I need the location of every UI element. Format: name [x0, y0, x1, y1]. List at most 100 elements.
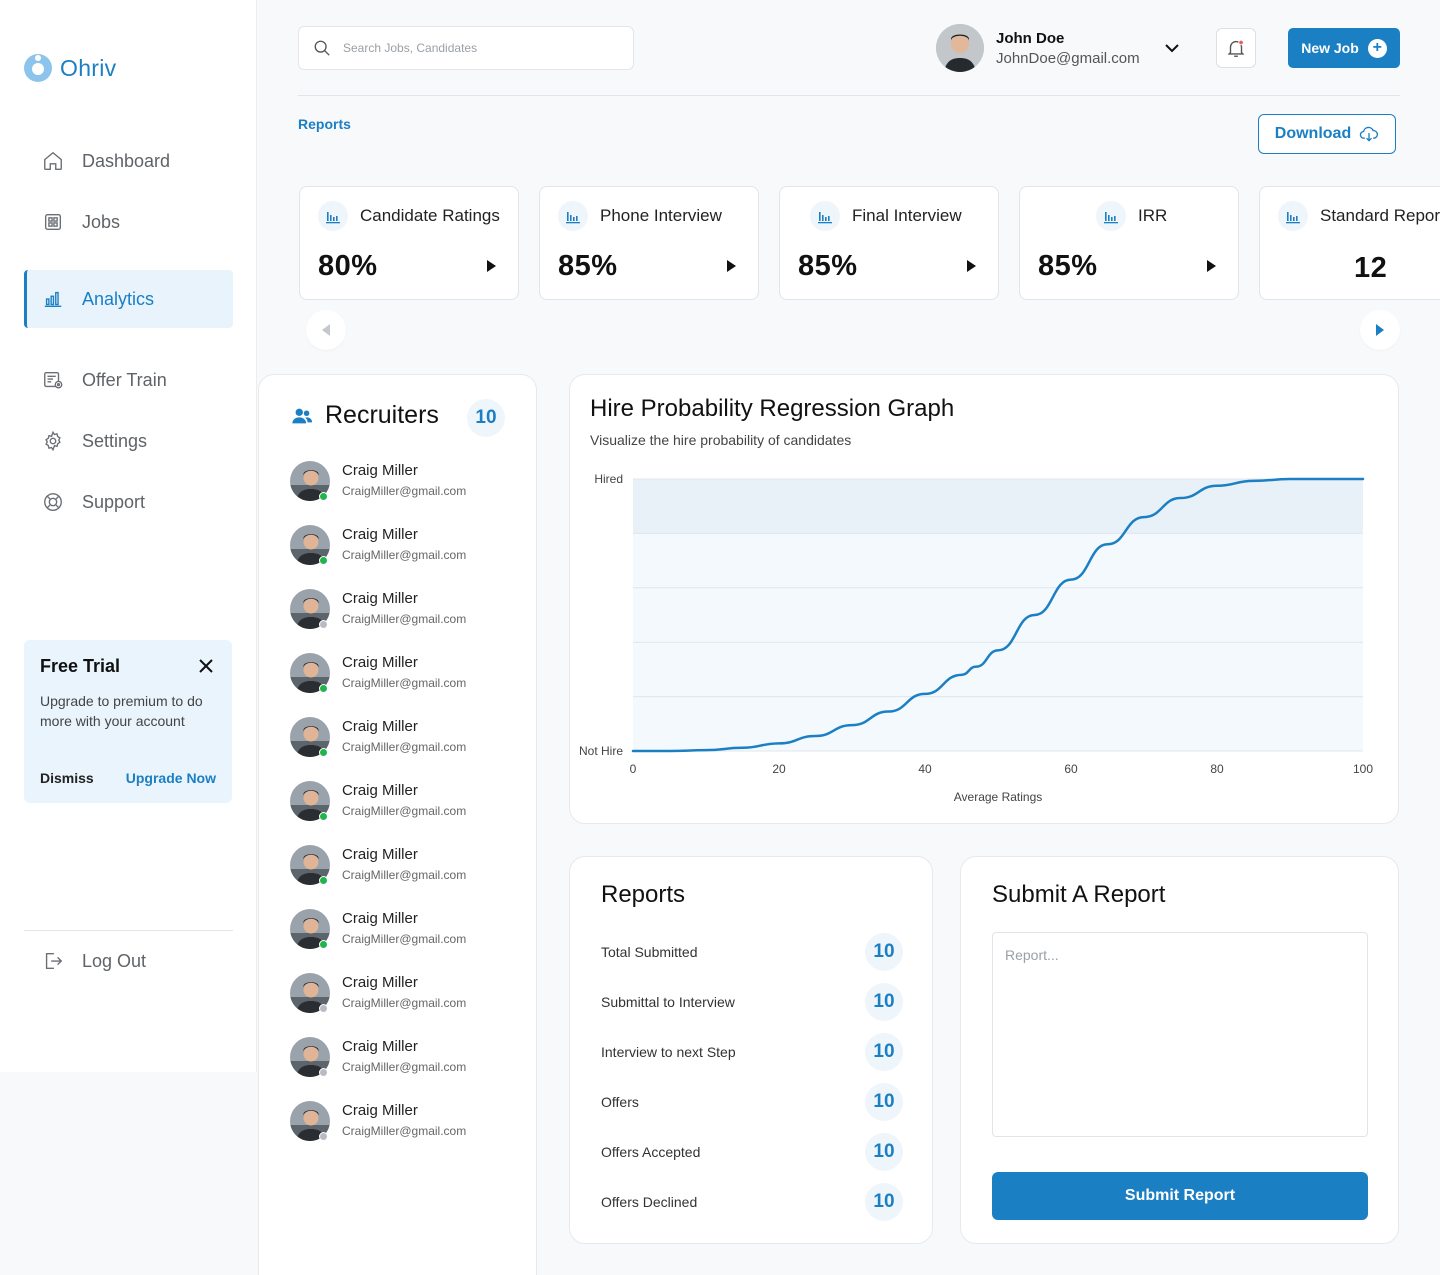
report-row: Offers 10: [601, 1082, 903, 1122]
recruiter-list-item[interactable]: Craig Miller CraigMiller@gmail.com: [290, 1101, 466, 1165]
presence-dot: [319, 620, 328, 629]
avatar: [290, 973, 330, 1013]
sidebar-item-jobs[interactable]: Jobs: [24, 193, 233, 251]
sidebar-item-dashboard[interactable]: Dashboard: [24, 132, 233, 190]
submit-report-panel: Submit A Report Submit Report: [960, 856, 1399, 1244]
stat-card[interactable]: Final Interview 85%: [779, 186, 999, 300]
presence-dot: [319, 684, 328, 693]
avatar: [290, 525, 330, 565]
submit-report-button[interactable]: Submit Report: [992, 1172, 1368, 1220]
stat-card[interactable]: Standard Report 12: [1259, 186, 1440, 300]
recruiter-email: CraigMiller@gmail.com: [342, 740, 467, 754]
upgrade-now-button[interactable]: Upgrade Now: [125, 770, 216, 786]
presence-dot: [319, 940, 328, 949]
stat-card[interactable]: Phone Interview 85%: [539, 186, 759, 300]
chevron-down-icon[interactable]: [1163, 39, 1181, 57]
close-icon[interactable]: [196, 656, 216, 676]
search-bar[interactable]: [298, 26, 634, 70]
play-arrow-icon[interactable]: [1207, 260, 1216, 272]
grid-icon: [44, 213, 62, 231]
report-row: Submittal to Interview 10: [601, 982, 903, 1022]
presence-dot: [319, 748, 328, 757]
x-tick-label: 20: [772, 762, 786, 776]
x-tick-label: 100: [1353, 762, 1373, 776]
stat-label: Final Interview: [852, 206, 962, 225]
recruiter-email: CraigMiller@gmail.com: [342, 612, 467, 626]
recruiter-email: CraigMiller@gmail.com: [342, 996, 467, 1010]
header-divider: [298, 95, 1400, 96]
avatar: [290, 653, 330, 693]
carousel-prev-button[interactable]: [306, 310, 346, 350]
report-chart-icon: [1278, 201, 1308, 231]
stat-card[interactable]: IRR 85%: [1019, 186, 1239, 300]
report-chart-icon: [1096, 201, 1126, 231]
sidebar: Ohriv Dashboard Jobs Analytics Offer Tra…: [0, 0, 257, 1072]
download-button[interactable]: Download: [1258, 114, 1396, 154]
report-count-badge: 10: [865, 933, 903, 971]
logo-mark-icon: [24, 54, 52, 82]
lifebuoy-icon: [44, 493, 62, 511]
recruiter-email: CraigMiller@gmail.com: [342, 932, 467, 946]
play-arrow-icon[interactable]: [487, 260, 496, 272]
stat-value: 85%: [558, 250, 618, 282]
sidebar-item-analytics[interactable]: Analytics: [24, 270, 233, 328]
report-count-badge: 10: [865, 1183, 903, 1221]
recruiter-name: Craig Miller: [342, 846, 418, 863]
recruiters-title: Recruiters: [325, 401, 439, 429]
new-job-button[interactable]: New Job +: [1288, 28, 1400, 68]
app-logo[interactable]: Ohriv: [24, 54, 116, 82]
sidebar-item-label: Offer Train: [82, 369, 167, 390]
recruiter-list-item[interactable]: Craig Miller CraigMiller@gmail.com: [290, 781, 466, 845]
home-icon: [44, 151, 62, 170]
plus-icon: +: [1367, 38, 1387, 58]
report-label: Offers Accepted: [601, 1144, 701, 1160]
play-arrow-icon[interactable]: [967, 260, 976, 272]
recruiter-name: Craig Miller: [342, 526, 418, 543]
report-label: Offers Declined: [601, 1194, 698, 1210]
sidebar-divider: [24, 930, 233, 931]
free-trial-card: Free Trial Upgrade to premium to do more…: [24, 640, 232, 803]
avatar: [290, 1101, 330, 1141]
cloud-download-icon: [1360, 126, 1379, 142]
sidebar-item-support[interactable]: Support: [24, 473, 233, 531]
report-textarea[interactable]: [992, 932, 1368, 1137]
search-input[interactable]: [343, 41, 603, 55]
user-menu[interactable]: John Doe JohnDoe@gmail.com: [936, 24, 1140, 72]
recruiter-list-item[interactable]: Craig Miller CraigMiller@gmail.com: [290, 461, 466, 525]
recruiter-list-item[interactable]: Craig Miller CraigMiller@gmail.com: [290, 653, 466, 717]
report-chart-icon: [558, 201, 588, 231]
report-label: Total Submitted: [601, 944, 698, 960]
recruiter-email: CraigMiller@gmail.com: [342, 676, 467, 690]
recruiter-list-item[interactable]: Craig Miller CraigMiller@gmail.com: [290, 589, 466, 653]
recruiter-list-item[interactable]: Craig Miller CraigMiller@gmail.com: [290, 973, 466, 1037]
sidebar-item-settings[interactable]: Settings: [24, 412, 233, 470]
recruiter-list-item[interactable]: Craig Miller CraigMiller@gmail.com: [290, 525, 466, 589]
avatar: [290, 1037, 330, 1077]
report-count-badge: 10: [865, 983, 903, 1021]
recruiter-list-item[interactable]: Craig Miller CraigMiller@gmail.com: [290, 909, 466, 973]
avatar: [290, 781, 330, 821]
recruiters-panel: Recruiters 10 Craig Miller CraigMiller@gm…: [258, 374, 537, 1275]
recruiter-list-item[interactable]: Craig Miller CraigMiller@gmail.com: [290, 845, 466, 909]
y-tick-label: Hired: [594, 472, 623, 486]
carousel-next-button[interactable]: [1360, 310, 1400, 350]
recruiter-list-item[interactable]: Craig Miller CraigMiller@gmail.com: [290, 717, 466, 781]
presence-dot: [319, 812, 328, 821]
report-row: Offers Accepted 10: [601, 1132, 903, 1172]
new-job-label: New Job: [1301, 40, 1359, 56]
dismiss-button[interactable]: Dismiss: [40, 770, 94, 786]
breadcrumb[interactable]: Reports: [298, 116, 351, 132]
avatar: [290, 717, 330, 757]
recruiter-name: Craig Miller: [342, 718, 418, 735]
play-arrow-icon[interactable]: [727, 260, 736, 272]
presence-dot: [319, 492, 328, 501]
report-count-badge: 10: [865, 1133, 903, 1171]
notifications-button[interactable]: [1216, 28, 1256, 68]
logout-button[interactable]: Log Out: [24, 932, 233, 990]
recruiter-name: Craig Miller: [342, 654, 418, 671]
recruiter-list-item[interactable]: Craig Miller CraigMiller@gmail.com: [290, 1037, 466, 1101]
hire-probability-chart-card: 0 20 40 60 80 100 Hired Not Hire Average Ratings…: [569, 374, 1399, 824]
sidebar-item-offer-train[interactable]: Offer Train: [24, 351, 233, 409]
stat-value: 12: [1354, 252, 1388, 284]
stat-card[interactable]: Candidate Ratings 80%: [299, 186, 519, 300]
